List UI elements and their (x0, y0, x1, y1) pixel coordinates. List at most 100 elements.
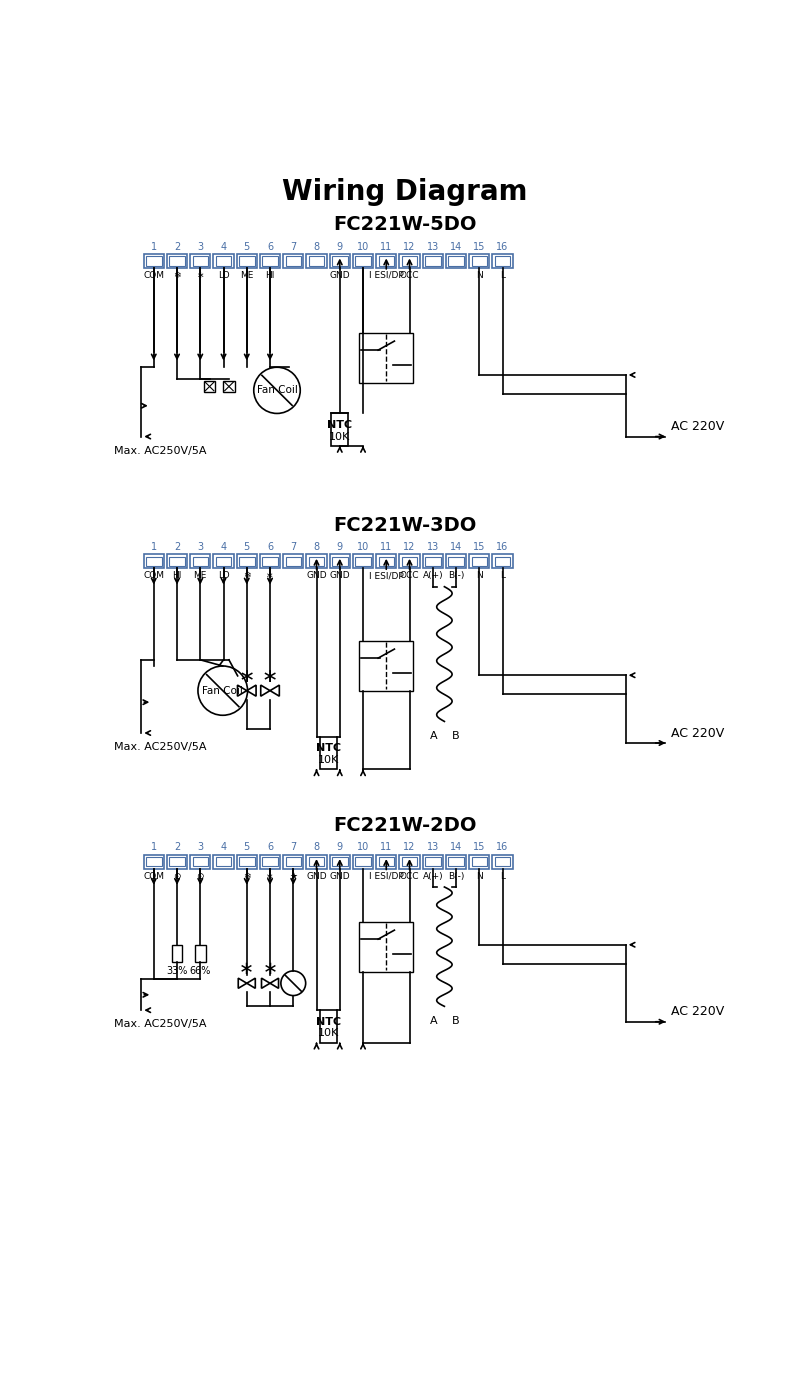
Bar (356, 557, 371, 567)
Text: 7: 7 (290, 842, 296, 852)
Text: A(+): A(+) (423, 871, 443, 881)
Text: A(+): A(+) (423, 571, 443, 580)
Bar (195, 945, 205, 962)
Text: Fan Coil: Fan Coil (257, 386, 298, 395)
Text: FC221W-3DO: FC221W-3DO (333, 515, 476, 535)
Bar (329, 554, 350, 568)
Text: ❄: ❄ (243, 871, 250, 881)
Text: 13: 13 (427, 842, 439, 852)
Text: ME: ME (240, 271, 254, 280)
Bar (223, 381, 235, 393)
Bar (262, 557, 278, 567)
Text: OCC: OCC (400, 571, 419, 580)
Text: ❄: ❄ (173, 271, 181, 280)
Text: ∗: ∗ (239, 667, 255, 686)
Bar (239, 256, 254, 266)
Text: B(-): B(-) (448, 871, 465, 881)
Text: 11: 11 (380, 842, 393, 852)
Bar (492, 255, 513, 267)
Bar (376, 255, 397, 267)
Text: N: N (476, 871, 483, 881)
Text: B(-): B(-) (448, 571, 465, 580)
Text: 8: 8 (314, 242, 320, 252)
Bar (402, 256, 417, 266)
Bar (190, 855, 210, 869)
Text: 1: 1 (151, 242, 157, 252)
Bar (309, 857, 324, 866)
Text: AC 220V: AC 220V (671, 1005, 724, 1018)
Bar (239, 857, 254, 866)
Text: 12: 12 (404, 242, 416, 252)
Text: 3: 3 (198, 242, 203, 252)
Text: 10K: 10K (318, 1029, 339, 1038)
Bar (425, 557, 441, 567)
Bar (167, 255, 187, 267)
Text: NTC: NTC (327, 420, 352, 430)
Bar (446, 554, 466, 568)
Bar (332, 557, 348, 567)
Text: 16: 16 (496, 842, 509, 852)
Text: 8: 8 (314, 541, 320, 553)
Text: COM: COM (143, 571, 164, 580)
Text: 14: 14 (450, 541, 462, 553)
Text: 2: 2 (174, 242, 180, 252)
Bar (332, 256, 348, 266)
Text: ∗: ∗ (197, 271, 204, 280)
Text: I ESI/DP: I ESI/DP (369, 871, 404, 881)
Text: A: A (430, 1016, 438, 1026)
Bar (353, 255, 373, 267)
Text: 10: 10 (357, 242, 369, 252)
Bar (239, 557, 254, 567)
Bar (446, 855, 466, 869)
Text: N: N (476, 271, 483, 280)
Text: ⊙: ⊙ (197, 871, 204, 881)
Text: 7: 7 (290, 541, 296, 553)
Bar (495, 557, 510, 567)
Bar (356, 857, 371, 866)
Bar (190, 255, 210, 267)
Text: GND: GND (307, 571, 327, 580)
Text: 5: 5 (243, 842, 250, 852)
Bar (169, 557, 185, 567)
Text: GND: GND (307, 871, 327, 881)
Bar (285, 557, 301, 567)
Text: FC221W-5DO: FC221W-5DO (333, 216, 476, 234)
Bar (260, 554, 280, 568)
Text: GND: GND (329, 871, 350, 881)
Text: LO: LO (218, 571, 229, 580)
Bar (469, 554, 489, 568)
Text: B: B (451, 1016, 459, 1026)
Text: HI: HI (172, 571, 182, 580)
Bar (144, 855, 164, 869)
Text: 4: 4 (220, 242, 227, 252)
Bar (378, 857, 394, 866)
Text: 14: 14 (450, 842, 462, 852)
Text: 13: 13 (427, 242, 439, 252)
Text: 1: 1 (151, 842, 157, 852)
Bar (446, 255, 466, 267)
Bar (469, 255, 489, 267)
Text: 5: 5 (243, 242, 250, 252)
Bar (495, 256, 510, 266)
Text: 4: 4 (220, 541, 227, 553)
Text: 33%: 33% (167, 966, 188, 976)
Bar (167, 554, 187, 568)
Text: I ESI/DP: I ESI/DP (369, 571, 404, 580)
Bar (359, 922, 413, 972)
Bar (216, 557, 231, 567)
Bar (146, 557, 161, 567)
Text: GND: GND (329, 271, 350, 280)
Bar (356, 256, 371, 266)
Bar (331, 413, 348, 445)
Text: COM: COM (143, 871, 164, 881)
Bar (307, 255, 326, 267)
Bar (213, 255, 234, 267)
Text: 6: 6 (267, 242, 273, 252)
Text: GND: GND (329, 571, 350, 580)
Text: 1: 1 (151, 541, 157, 553)
Text: L: L (500, 271, 505, 280)
Bar (285, 857, 301, 866)
Bar (448, 557, 464, 567)
Bar (213, 855, 234, 869)
Bar (167, 855, 187, 869)
